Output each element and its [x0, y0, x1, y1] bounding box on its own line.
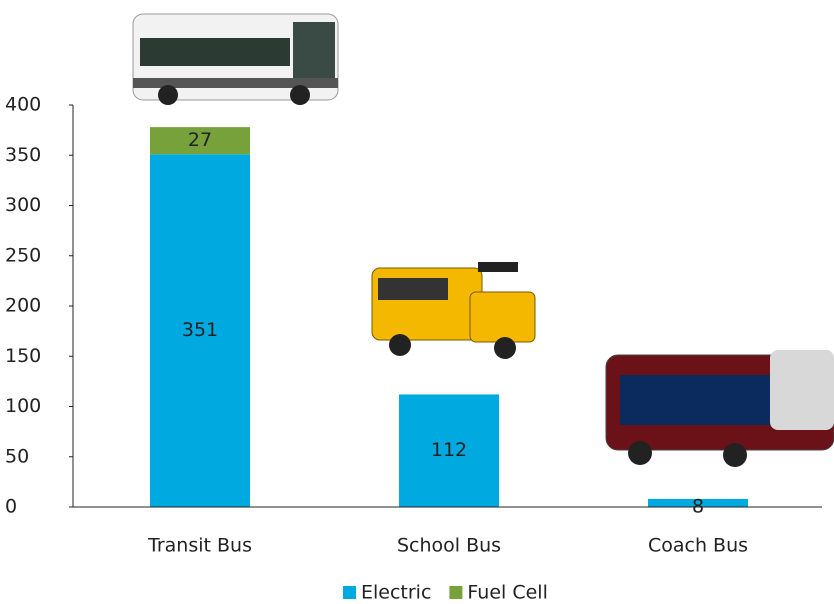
- data-label: 8: [692, 495, 704, 517]
- legend-swatch: [449, 586, 463, 599]
- school-bus-picture: [371, 262, 536, 359]
- data-label: 112: [431, 439, 467, 461]
- legend-label: Electric: [361, 582, 431, 604]
- bar-segment: [648, 498, 748, 507]
- y-tick-label: 250: [5, 244, 41, 266]
- bar-segment: [150, 127, 250, 155]
- x-tick-label: School Bus: [397, 535, 501, 557]
- bar-segment: [399, 394, 499, 507]
- y-tick-label: 0: [5, 496, 17, 518]
- y-tick-label: 300: [5, 194, 41, 216]
- bar-segment: [150, 154, 250, 507]
- y-tick-label: 50: [5, 445, 29, 467]
- legend-swatch: [343, 586, 356, 599]
- x-tick-label: Coach Bus: [648, 535, 748, 557]
- y-tick-label: 400: [5, 94, 41, 116]
- coach-bus-picture: [605, 350, 834, 467]
- y-tick-label: 100: [5, 395, 41, 417]
- legend-label: Fuel Cell: [467, 582, 547, 604]
- data-label: 27: [188, 129, 212, 151]
- data-label: 351: [182, 319, 218, 341]
- y-tick-label: 350: [5, 144, 41, 166]
- y-tick-label: 150: [5, 345, 41, 367]
- y-tick-label: 200: [5, 295, 41, 317]
- transit-bus-picture: [132, 13, 339, 105]
- x-tick-label: Transit Bus: [147, 535, 252, 557]
